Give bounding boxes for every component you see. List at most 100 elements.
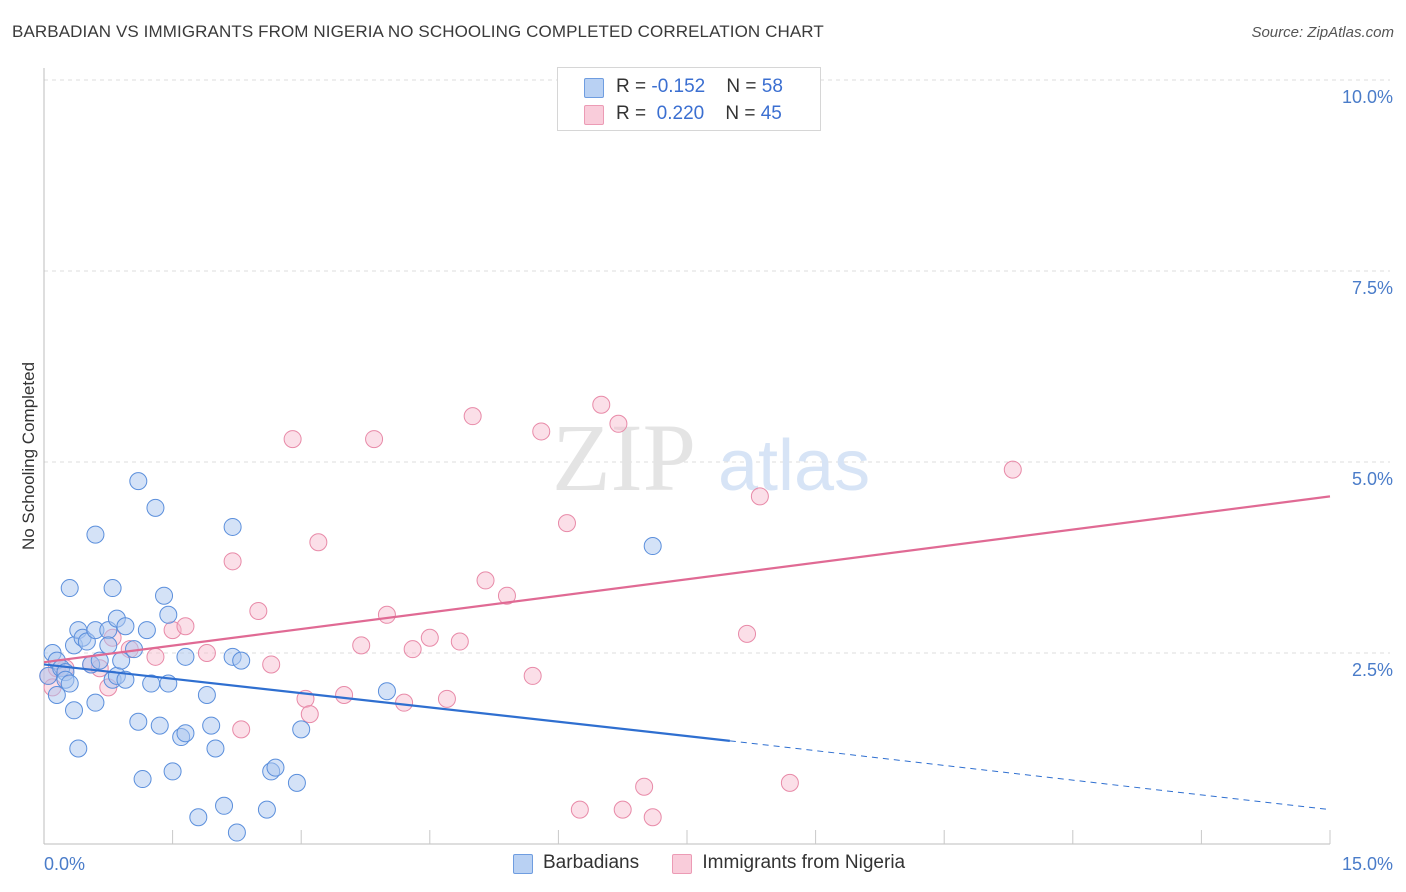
nigeria-point [377,605,396,624]
legend-swatch-pink [584,105,604,125]
barbadians-point [69,739,88,758]
barbadians-point [129,712,148,731]
barbadians-point [266,758,285,777]
nigeria-point [613,800,632,819]
barbadians-point [232,651,251,670]
nigeria-point [497,586,516,605]
nigeria-point [463,407,482,426]
barbadians-point [103,579,122,598]
nigeria-point [609,414,628,433]
nigeria-point [403,640,422,659]
nigeria-point [309,533,328,552]
barbadians-point [176,724,195,743]
trend-lines [43,495,1331,811]
watermark: ZIP atlas [552,404,870,511]
barbadians-trend-line [43,663,730,742]
y-axis-label: No Schooling Completed [19,362,38,550]
legend-r-label: R = [616,76,652,97]
x-tick-label-min: 0.0% [44,854,85,874]
legend-swatch-pink [672,854,693,874]
barbadians-point [99,636,118,655]
watermark-zip: ZIP [552,404,696,511]
legend-r-value: -0.152 [651,76,706,97]
nigeria-point [1003,460,1022,479]
nigeria-point [643,808,662,827]
barbadians-point [86,525,105,544]
barbadians-point [155,586,174,605]
y-tick-label: 7.5% [1352,278,1393,298]
nigeria-point [176,617,195,636]
grid-lines [44,79,1390,654]
nigeria-trend-line [43,495,1331,664]
legend-r-value: 0.220 [651,103,705,124]
nigeria-point [523,666,542,685]
nigeria-point [532,422,551,441]
nigeria-point [197,644,216,662]
barbadians-point [150,716,169,735]
barbadians-point [206,739,225,758]
nigeria-point [437,689,456,708]
nigeria-point [570,800,589,819]
nigeria-point [146,647,165,666]
nigeria-point [635,777,654,796]
nigeria-point [365,430,384,449]
barbadians-point [47,686,66,705]
barbadians-point [197,686,216,705]
nigeria-point [335,686,354,705]
legend-text: R = 0.220 N = 45 [616,103,782,125]
legend-swatch-blue [513,854,533,874]
legend-n-value: 45 [760,103,782,124]
barbadians-point [60,674,79,693]
barbadians-point [377,682,396,701]
legend-text: R = -0.152 N = 58 [616,76,783,98]
barbadians-point [163,762,182,781]
nigeria-point [738,624,757,643]
barbadians-point [189,808,208,827]
nigeria-point [223,552,242,571]
barbadians-point [643,537,662,556]
nigeria-point [232,720,251,739]
legend-item-label: Immigrants from Nigeria [702,852,906,873]
y-tick-label: 10.0% [1342,87,1393,107]
nigeria-point [300,705,319,724]
legend-item-nigeria: Immigrants from Nigeria [672,852,905,874]
barbadians-point [65,701,84,720]
barbadians-point [129,472,148,491]
series-barbadians-points [39,472,662,842]
nigeria-point [262,655,281,674]
watermark-atlas: atlas [718,426,870,506]
series-legend: Barbadians Immigrants from Nigeria [513,852,933,876]
nigeria-point [352,636,371,655]
barbadians-point [292,720,311,739]
series-nigeria-points [39,90,1022,827]
barbadians-point [176,647,195,666]
legend-r-label: R = [616,103,652,124]
y-tick-label: 5.0% [1352,469,1393,489]
nigeria-point [750,487,769,506]
nigeria-point [420,628,439,647]
barbadians-point [287,773,306,792]
chart-title: BARBADIAN VS IMMIGRANTS FROM NIGERIA NO … [12,22,824,41]
barbadians-point [257,800,276,819]
x-tick-marks [172,830,1331,844]
nigeria-point [476,571,495,590]
legend-item-label: Barbadians [543,852,640,873]
y-tick-label: 2.5% [1352,660,1393,680]
nigeria-point [249,601,268,620]
nigeria-point [395,693,414,712]
barbadians-point [116,670,135,689]
barbadians-point [137,621,156,640]
nigeria-point [557,514,576,533]
legend-n-label: N = [725,103,761,124]
barbadians-point [146,498,165,517]
x-tick-label-max: 15.0% [1342,854,1393,874]
barbadians-point [159,605,178,624]
legend-n-value: 58 [761,76,783,97]
barbadians-point [202,716,221,735]
nigeria-point [283,430,302,449]
nigeria-point [592,395,611,414]
x-tick-labels: 0.0% 15.0% [44,854,1393,874]
barbadians-trend-extension [729,740,1331,811]
nigeria-point [780,773,799,792]
